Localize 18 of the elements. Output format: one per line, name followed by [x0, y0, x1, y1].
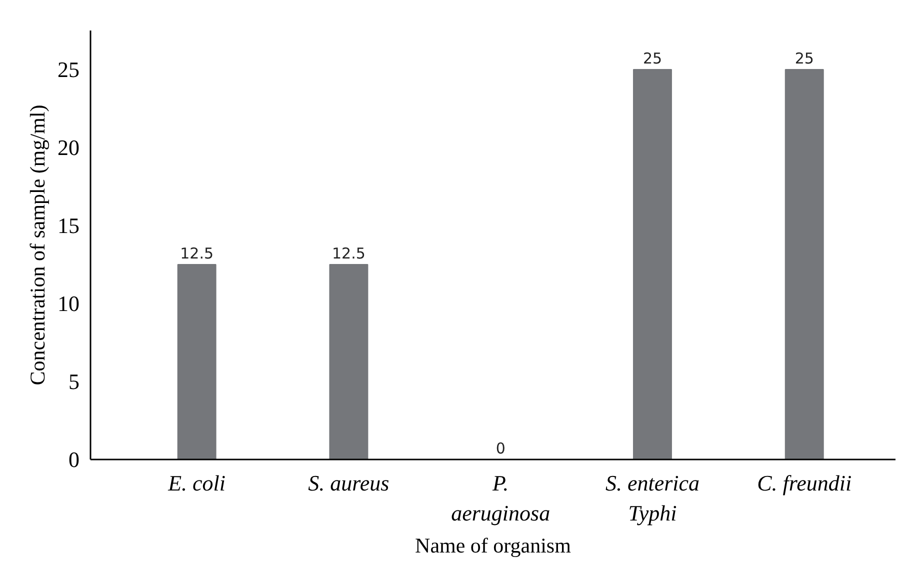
- y-tick-label: 20: [58, 135, 80, 160]
- data-label: 12.5: [332, 244, 366, 262]
- y-axis-title: Concentration of sample (mg/ml): [26, 104, 50, 386]
- x-tick-label: P. aeruginosa: [451, 470, 550, 526]
- y-tick-label: 15: [58, 213, 80, 238]
- x-tick-label: C. freundii: [757, 470, 852, 496]
- data-label: 0: [496, 440, 506, 458]
- y-tick-label: 10: [58, 291, 80, 316]
- data-label: 25: [794, 50, 814, 68]
- y-tick-label: 0: [68, 447, 80, 472]
- y-tick-label: 5: [68, 369, 80, 394]
- data-label: 12.5: [180, 244, 214, 262]
- x-axis-title: Name of organism: [415, 534, 571, 558]
- x-tick-label: E. coli: [167, 470, 226, 496]
- x-tick-label: S. aureus: [308, 470, 390, 496]
- data-label: 25: [642, 50, 662, 68]
- x-tick-label: S. enterica Typhi: [605, 470, 700, 526]
- y-tick-label: 25: [58, 57, 80, 82]
